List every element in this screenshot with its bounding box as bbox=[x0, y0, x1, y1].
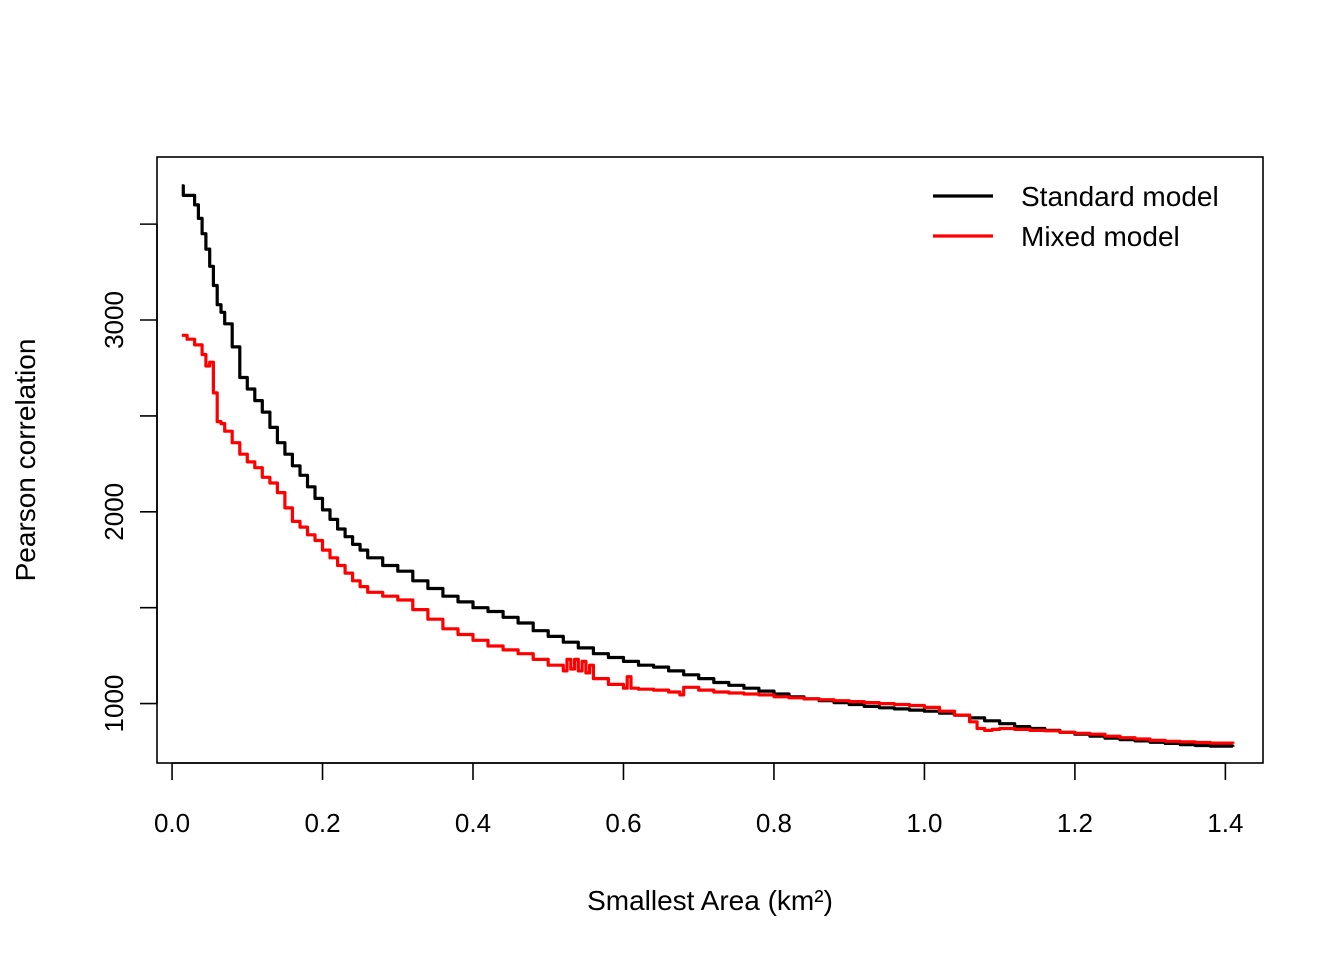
series-line-mixed-model bbox=[181, 333, 1235, 745]
y-axis: 1000 2000 3000 bbox=[99, 223, 158, 733]
series-layer bbox=[181, 184, 1235, 748]
y-axis-title: Pearson correlation bbox=[10, 339, 41, 582]
x-tick-label: 0.0 bbox=[154, 808, 190, 838]
series-line-standard-model bbox=[181, 184, 1235, 748]
x-tick-label: 0.4 bbox=[455, 808, 491, 838]
x-tick-label: 0.8 bbox=[756, 808, 792, 838]
x-axis: 0.0 0.2 0.4 0.6 0.8 1.0 1.2 1.4 bbox=[154, 762, 1243, 838]
legend: Standard model Mixed model bbox=[933, 181, 1219, 252]
x-tick-label: 1.2 bbox=[1057, 808, 1093, 838]
legend-label: Mixed model bbox=[1021, 221, 1180, 252]
y-tick-label: 2000 bbox=[99, 483, 129, 541]
legend-label: Standard model bbox=[1021, 181, 1219, 212]
y-tick-label: 3000 bbox=[99, 291, 129, 349]
x-axis-title: Smallest Area (km²) bbox=[587, 885, 833, 916]
y-tick-label: 1000 bbox=[99, 675, 129, 733]
x-tick-label: 0.2 bbox=[304, 808, 340, 838]
x-tick-label: 1.4 bbox=[1207, 808, 1243, 838]
x-tick-label: 0.6 bbox=[605, 808, 641, 838]
x-tick-label: 1.0 bbox=[906, 808, 942, 838]
